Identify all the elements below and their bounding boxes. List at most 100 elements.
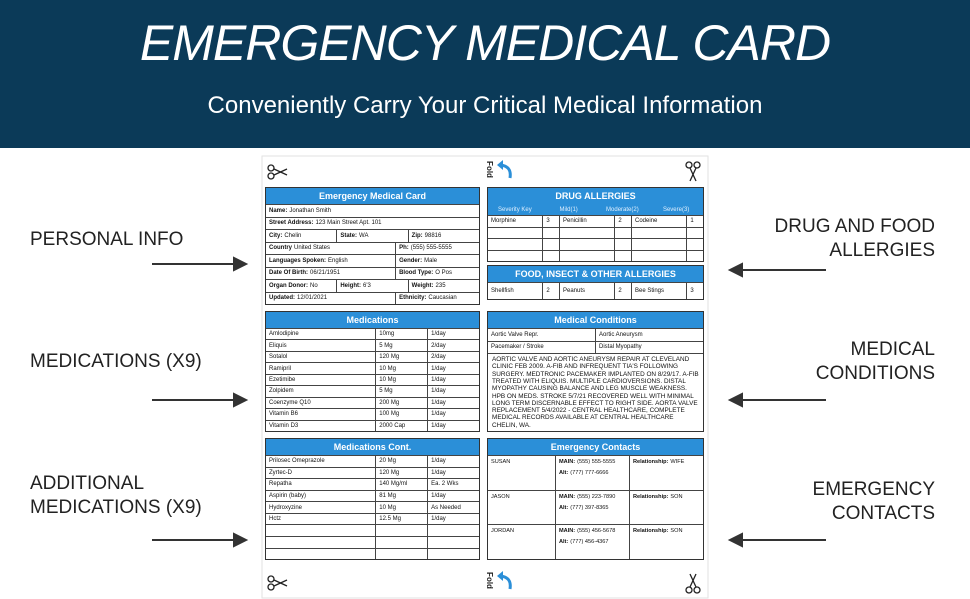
table-cell: 2 xyxy=(614,283,631,299)
field-label: Street Address: xyxy=(269,220,314,227)
table-row: Ezetimibe 10 Mg 1/day xyxy=(266,373,479,386)
table-row: Sotalol 120 Mg 2/day xyxy=(266,350,479,363)
food-allergies-panel: FOOD, INSECT & OTHER ALLERGIES Shellfish 2… xyxy=(487,265,704,300)
cell-text: Hctz xyxy=(269,516,281,523)
table-cell: 5 Mg xyxy=(375,340,427,351)
table-cell xyxy=(266,537,375,548)
panel-title: Medical Conditions xyxy=(488,312,703,328)
field-label: MAIN: xyxy=(558,493,576,500)
relationship: Relationship: WIFE xyxy=(633,459,684,465)
table-row: City: Chelin State: WA Zip: 98816 xyxy=(266,229,479,242)
cell-text: 12.5 Mg xyxy=(379,516,401,523)
table-row xyxy=(266,535,479,548)
table-cell xyxy=(559,227,614,238)
table-cell: Name: Jonathan Smith xyxy=(266,205,479,217)
field-label: Country xyxy=(269,245,292,252)
table-cell: JORDAN xyxy=(488,525,555,559)
field-label: Ph: xyxy=(399,245,409,252)
field-value: WA xyxy=(359,232,369,239)
table-cell: Date Of Birth: 06/21/1951 xyxy=(266,268,395,280)
table-cell xyxy=(686,239,703,250)
field-value: (777) 397-8365 xyxy=(570,504,609,511)
table-cell: Ea. 2 Wks xyxy=(427,479,479,490)
phone-alt: Alt: (777) 397-8365 xyxy=(559,505,609,511)
cell-text: 2/day xyxy=(431,342,446,349)
table-row xyxy=(266,547,479,560)
table-cell xyxy=(631,227,686,238)
table-cell: 3 xyxy=(542,216,559,227)
side-label-line: MEDICATIONS (X9) xyxy=(30,351,202,372)
severity-key-item: Severity Key xyxy=(498,206,532,213)
table-cell: 1/day xyxy=(427,409,479,420)
table-cell: Hctz xyxy=(266,514,375,525)
fold-label: Fold xyxy=(484,572,494,589)
table-row: Updated: 12/01/2021 Ethnicity: Caucasian xyxy=(266,291,479,304)
side-label: MEDICAL CONDITIONS xyxy=(816,338,935,386)
table-cell xyxy=(488,228,542,239)
table-row: Date Of Birth: 06/21/1951 Blood Type: O Pos xyxy=(266,266,479,280)
table-row: Zolpidem 5 Mg 1/day xyxy=(266,385,479,397)
contact-row: JORDAN MAIN: (555) 456-5678 Alt: (777) 456-4… xyxy=(488,524,703,560)
contact-name: JASON xyxy=(491,493,510,500)
table-cell: Shellfish xyxy=(488,283,542,299)
table-row: Ramipril 10 Mg 1/day xyxy=(266,362,479,374)
table-cell: 1/day xyxy=(427,456,479,467)
severity-key: Severity Key Mild(1) Moderate(2) Severe(3) xyxy=(488,204,703,215)
cell-text: 120 Mg xyxy=(379,354,400,361)
table-cell: 100 Mg xyxy=(375,409,427,420)
relationship: Relationship: SON xyxy=(633,494,683,500)
side-label: PERSONAL INFO xyxy=(30,228,183,252)
table-cell: 10mg xyxy=(375,329,427,340)
table-cell: As Needed xyxy=(427,502,479,513)
table-cell: Ezetimibe xyxy=(266,375,375,385)
table-cell: Morphine xyxy=(488,216,542,227)
table-cell xyxy=(686,227,703,238)
table-cell: Prilosec Omeprazole xyxy=(266,456,375,467)
cell-text: Vitamin D3 xyxy=(269,422,299,429)
personal-panel: Emergency Medical Card Name: Jonathan Smit… xyxy=(265,187,480,305)
cell-text: 1/day xyxy=(431,399,446,406)
field-value: Male xyxy=(424,257,438,264)
title: EMERGENCY MEDICAL CARD xyxy=(139,15,831,71)
cell-text: 10 Mg xyxy=(379,365,396,372)
table-cell: Codeine xyxy=(631,216,686,227)
table-cell xyxy=(427,525,479,536)
side-label: ADDITIONAL MEDICATIONS (X9) xyxy=(30,472,202,520)
field-label: Weight: xyxy=(411,282,434,289)
field-value: 6'3 xyxy=(363,282,371,289)
field-value: 06/21/1951 xyxy=(310,270,341,277)
field-value: 12/01/2021 xyxy=(297,295,328,302)
cell-text: 20 Mg xyxy=(379,458,396,465)
table-row: Hydroxyzine 10 Mg As Needed xyxy=(266,501,479,513)
table-cell xyxy=(266,549,375,560)
panel-title: Medications xyxy=(266,312,479,328)
phone-alt: Alt: (777) 777-6666 xyxy=(559,470,609,476)
field-label: Name: xyxy=(269,207,288,214)
field-value: Chelin xyxy=(284,232,302,239)
table-row: Eliquis 5 Mg 2/day xyxy=(266,339,479,351)
table-cell: Bee Stings xyxy=(631,283,686,299)
cell-text: 120 Mg xyxy=(379,469,400,476)
field-label: MAIN: xyxy=(558,459,576,465)
cell-text: Morphine xyxy=(491,218,517,225)
field-label: Languages Spoken: xyxy=(269,257,327,264)
table-row: Shellfish 2 Peanuts 2 Bee Stings 3 xyxy=(488,282,703,299)
field-value: 123 Main Street Apt. 101 xyxy=(315,220,382,227)
table-cell: 140 Mg/ml xyxy=(375,479,427,490)
field-value: O Pos xyxy=(435,270,452,277)
field-label: Zip: xyxy=(411,232,423,239)
table-cell xyxy=(614,250,631,261)
table-cell xyxy=(488,251,542,262)
table-cell xyxy=(631,250,686,261)
cell-text: Ea. 2 Wks xyxy=(431,481,459,488)
table-cell: 1 xyxy=(686,216,703,227)
table-cell xyxy=(488,239,542,250)
table-cell: SUSAN xyxy=(488,456,555,490)
cell-text: 1/day xyxy=(431,469,446,476)
table-cell: Weight: 235 xyxy=(407,280,479,292)
cell-text: 2 xyxy=(618,218,622,225)
table-cell: MAIN: (555) 456-5678 Alt: (777) 456-4367 xyxy=(554,525,629,560)
cell-text: 2 xyxy=(618,288,622,294)
relationship: Relationship: SON xyxy=(633,528,683,534)
